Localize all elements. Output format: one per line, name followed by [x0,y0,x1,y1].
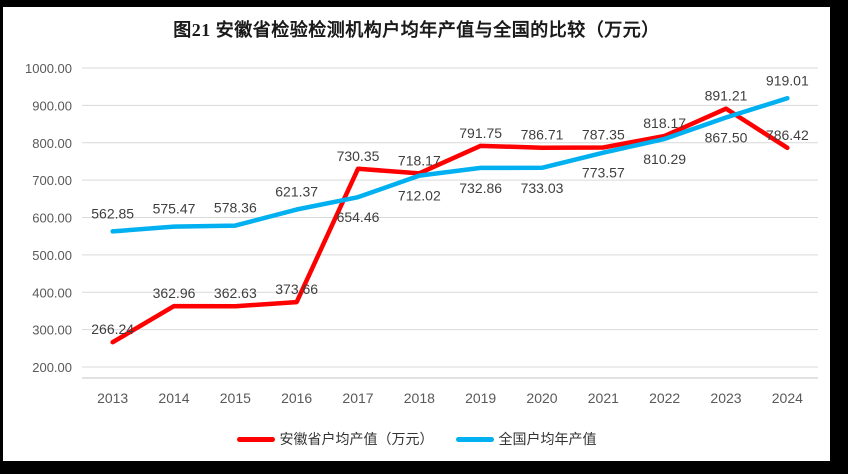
x-axis-tick-label: 2023 [710,390,741,406]
legend-swatch-national-icon [455,436,494,442]
series-line-national [110,96,790,234]
data-label: 562.85 [91,205,134,221]
x-axis-tick-label: 2014 [158,390,189,406]
x-axis-tick-label: 2013 [97,390,128,406]
x-axis-tick-label: 2024 [772,390,803,406]
data-label: 786.42 [766,127,809,143]
x-axis-tick-label: 2017 [342,390,373,406]
legend-item-anhui: 安徽省户均产值（万元） [236,429,434,449]
data-label: 718.17 [398,152,441,168]
data-label: 818.17 [643,115,686,131]
data-label: 732.86 [459,180,502,196]
y-axis-tick-label: 900.00 [32,98,72,113]
data-label: 891.21 [705,88,748,104]
legend-item-national: 全国户均年产值 [455,429,597,449]
data-label: 786.71 [521,127,564,143]
data-label: 791.75 [459,125,502,141]
y-axis-tick-label: 1000.00 [25,61,72,76]
data-label: 787.35 [582,126,625,142]
x-axis-tick-label: 2021 [588,390,619,406]
data-label: 712.02 [398,188,441,204]
chart-title: 图21 安徽省检验检测机构户均年产值与全国的比较（万元） [173,20,660,40]
data-label: 373.66 [275,281,318,297]
frame-border-left [0,0,3,474]
data-label: 575.47 [153,201,196,217]
x-axis-tick-label: 2020 [526,390,557,406]
frame-border-bottom [0,461,848,474]
y-axis-tick-label: 700.00 [32,173,72,188]
legend-swatch-anhui-icon [236,436,275,442]
data-label: 810.29 [643,151,686,167]
y-axis-tick-label: 300.00 [32,323,72,338]
series-line-anhui [110,106,790,345]
x-axis-tick-label: 2016 [281,390,312,406]
data-label: 578.36 [214,200,257,216]
legend-label-national: 全国户均年产值 [498,431,597,447]
y-axis-tick-label: 200.00 [32,360,72,375]
data-label: 773.57 [582,165,625,181]
legend: 安徽省户均产值（万元） 全国户均年产值 [3,429,830,449]
data-label: 919.01 [766,72,809,88]
data-label: 621.37 [275,184,318,200]
data-label: 733.03 [521,180,564,196]
y-axis-tick-label: 400.00 [32,285,72,300]
data-label: 654.46 [337,209,380,225]
frame-border-right [830,0,848,474]
x-axis-tick-label: 2015 [220,390,251,406]
legend-label-anhui: 安徽省户均产值（万元） [279,431,434,447]
data-label: 730.35 [337,148,380,164]
x-axis-tick-label: 2018 [404,390,435,406]
y-axis-tick-label: 500.00 [32,248,72,263]
x-axis-tick-label: 2019 [465,390,496,406]
data-label: 266.24 [91,321,134,337]
frame-border-top [0,0,848,7]
x-axis-tick-label: 2022 [649,390,680,406]
data-label: 362.63 [214,285,257,301]
y-axis-tick-label: 600.00 [32,211,72,226]
data-label: 362.96 [153,285,196,301]
y-axis-tick-label: 800.00 [32,136,72,151]
data-label: 867.50 [705,130,748,146]
